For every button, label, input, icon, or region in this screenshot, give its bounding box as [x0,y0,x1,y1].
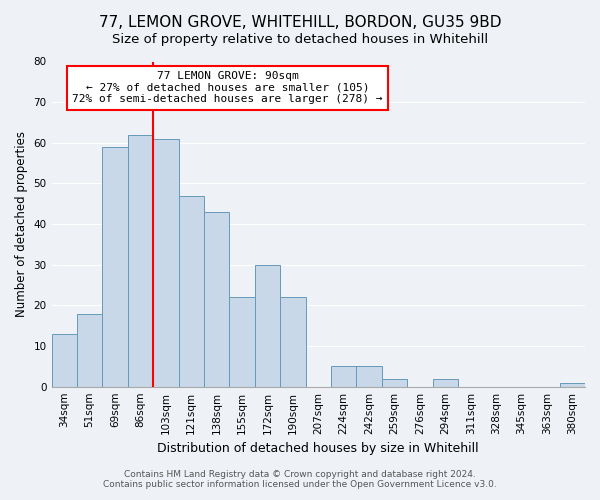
Bar [153,138,179,386]
Bar [255,264,280,386]
Bar [280,298,305,386]
Y-axis label: Number of detached properties: Number of detached properties [15,131,28,317]
Bar [382,378,407,386]
Bar [331,366,356,386]
Bar [77,314,103,386]
Bar [128,134,153,386]
Text: Size of property relative to detached houses in Whitehill: Size of property relative to detached ho… [112,32,488,46]
Text: Contains HM Land Registry data © Crown copyright and database right 2024.
Contai: Contains HM Land Registry data © Crown c… [103,470,497,489]
Bar [433,378,458,386]
Bar [229,298,255,386]
Bar [356,366,382,386]
Text: 77 LEMON GROVE: 90sqm
← 27% of detached houses are smaller (105)
72% of semi-det: 77 LEMON GROVE: 90sqm ← 27% of detached … [73,72,383,104]
Bar [560,382,585,386]
Bar [52,334,77,386]
Text: 77, LEMON GROVE, WHITEHILL, BORDON, GU35 9BD: 77, LEMON GROVE, WHITEHILL, BORDON, GU35… [99,15,501,30]
Bar [103,147,128,386]
Bar [204,212,229,386]
Bar [179,196,204,386]
X-axis label: Distribution of detached houses by size in Whitehill: Distribution of detached houses by size … [157,442,479,455]
